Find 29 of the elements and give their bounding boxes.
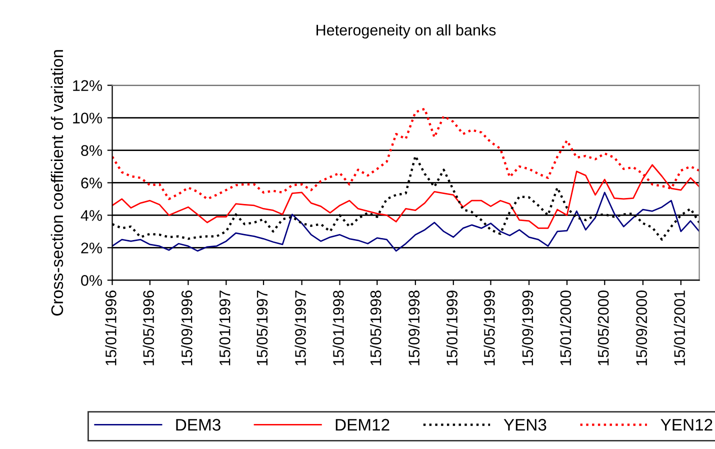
x-tick-label: 15/05/1996 — [142, 290, 154, 366]
x-tick-label: 15/09/1999 — [522, 290, 534, 366]
x-tick-label: 15/01/2000 — [560, 290, 572, 366]
x-tick-label: 15/01/1997 — [219, 290, 230, 366]
y-tick-label: 12% — [73, 80, 102, 91]
x-tick-label: 15/01/1999 — [446, 290, 458, 366]
x-tick-label: 15/09/2000 — [636, 290, 648, 366]
x-tick-label: 15/05/1999 — [484, 290, 495, 366]
x-tick-label: 15/01/1996 — [105, 290, 116, 366]
x-tick-label: 15/09/1998 — [408, 290, 420, 366]
x-tick-label: 15/05/1997 — [256, 290, 268, 366]
y-tick-label: 4% — [80, 210, 102, 221]
x-tick-label: 15/01/2001 — [674, 290, 686, 366]
legend-label: YEN3 — [504, 418, 546, 431]
y-tick-label: 2% — [81, 242, 102, 254]
y-axis-title: Cross-section coefficient of variation — [50, 50, 64, 316]
y-tick-label: 8% — [81, 145, 102, 156]
y-tick-label: 0% — [81, 275, 102, 286]
y-tick-label: 10% — [73, 112, 102, 124]
x-tick-label: 15/01/1998 — [332, 290, 344, 366]
x-tick-label: 15/09/1997 — [294, 290, 306, 366]
x-tick-label: 15/05/1998 — [370, 290, 382, 366]
legend-label: DEM12 — [336, 418, 390, 431]
legend-label: DEM3 — [176, 418, 220, 431]
x-tick-label: 15/05/2000 — [598, 290, 609, 366]
legend-label: YEN12 — [660, 418, 712, 431]
x-tick-label: 15/09/1996 — [181, 290, 192, 366]
y-tick-label: 6% — [81, 178, 102, 188]
chart-title: Heterogeneity on all banks — [316, 24, 496, 39]
